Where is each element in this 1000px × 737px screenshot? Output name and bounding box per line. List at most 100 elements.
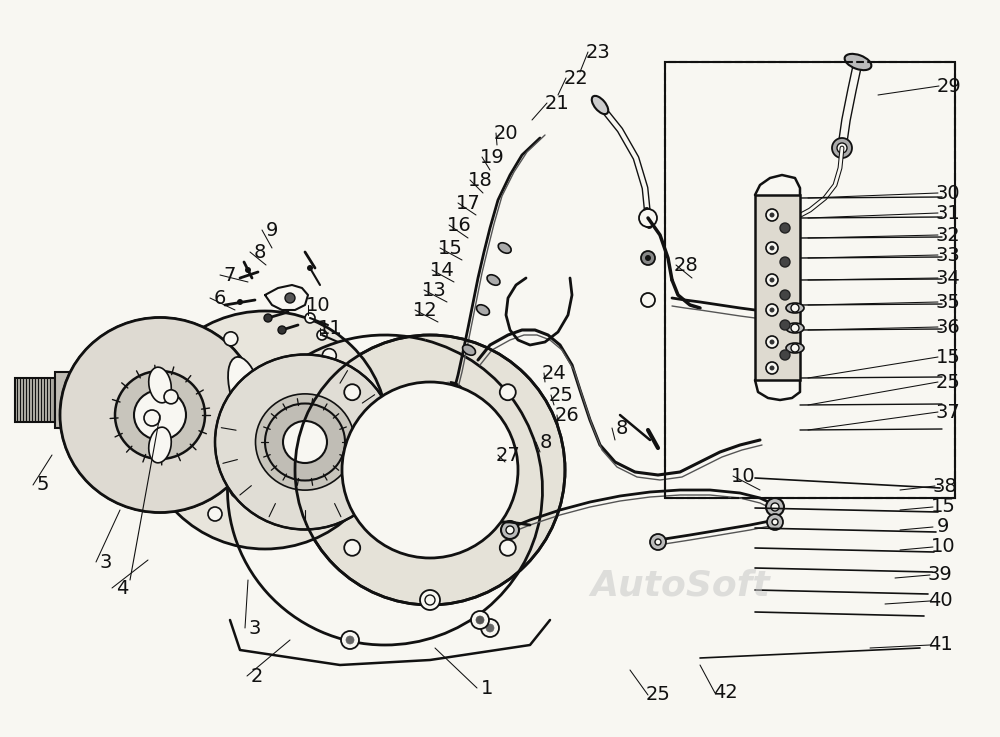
Text: 11: 11 (318, 318, 342, 338)
Circle shape (224, 332, 238, 346)
Text: 14: 14 (430, 260, 454, 279)
Circle shape (295, 335, 565, 605)
Circle shape (766, 362, 778, 374)
Text: 35: 35 (936, 293, 960, 312)
Circle shape (832, 138, 852, 158)
Circle shape (767, 514, 783, 530)
Polygon shape (15, 378, 55, 422)
Circle shape (770, 307, 774, 312)
Text: 20: 20 (494, 124, 518, 142)
Text: 8: 8 (616, 419, 628, 438)
Circle shape (655, 539, 661, 545)
Text: 27: 27 (496, 445, 520, 464)
Circle shape (208, 507, 222, 521)
Text: 30: 30 (936, 184, 960, 203)
Circle shape (292, 514, 306, 528)
Text: 4: 4 (116, 579, 128, 598)
Polygon shape (55, 372, 80, 428)
Text: 19: 19 (480, 147, 504, 167)
Text: 26: 26 (555, 405, 579, 425)
Text: 9: 9 (937, 517, 949, 537)
Text: 7: 7 (224, 265, 236, 284)
Circle shape (641, 251, 655, 265)
Text: 15: 15 (936, 348, 960, 366)
Circle shape (322, 349, 336, 363)
Circle shape (432, 449, 444, 461)
Text: 42: 42 (713, 683, 737, 702)
Ellipse shape (845, 54, 871, 70)
Circle shape (471, 611, 489, 629)
Circle shape (766, 304, 778, 316)
Circle shape (344, 384, 360, 400)
Ellipse shape (228, 432, 262, 498)
Text: 39: 39 (928, 565, 952, 584)
Circle shape (307, 265, 313, 271)
Ellipse shape (786, 323, 804, 333)
Text: 41: 41 (928, 635, 952, 654)
Text: AutoSoft: AutoSoft (590, 568, 770, 602)
Circle shape (342, 382, 518, 558)
Ellipse shape (60, 318, 260, 512)
Text: 29: 29 (937, 77, 961, 96)
Circle shape (264, 314, 272, 322)
Ellipse shape (786, 343, 804, 353)
Circle shape (645, 255, 651, 261)
Text: 3: 3 (249, 618, 261, 638)
Circle shape (780, 257, 790, 267)
Circle shape (770, 366, 774, 371)
Circle shape (476, 616, 484, 624)
Circle shape (780, 350, 790, 360)
Text: 10: 10 (931, 537, 955, 556)
Circle shape (780, 320, 790, 330)
Ellipse shape (115, 371, 205, 459)
Circle shape (837, 143, 847, 153)
Circle shape (650, 534, 666, 550)
Text: 34: 34 (936, 268, 960, 287)
Circle shape (501, 521, 519, 539)
Circle shape (352, 456, 366, 470)
Ellipse shape (487, 275, 500, 285)
Text: 8: 8 (540, 433, 552, 452)
Text: 24: 24 (542, 363, 566, 383)
Circle shape (486, 624, 494, 632)
Circle shape (506, 526, 514, 534)
Text: 16: 16 (447, 215, 471, 234)
Text: 37: 37 (936, 402, 960, 422)
Bar (665, 62, 955, 498)
Circle shape (164, 390, 178, 404)
Text: 15: 15 (931, 497, 955, 517)
Text: 8: 8 (254, 242, 266, 262)
Circle shape (780, 223, 790, 233)
Circle shape (766, 209, 778, 221)
Circle shape (780, 290, 790, 300)
Circle shape (766, 498, 784, 516)
Text: 10: 10 (306, 296, 330, 315)
Ellipse shape (256, 394, 354, 490)
Circle shape (278, 326, 286, 334)
Circle shape (771, 503, 779, 511)
Ellipse shape (228, 357, 262, 423)
Circle shape (305, 313, 315, 323)
Ellipse shape (149, 427, 171, 463)
Circle shape (639, 209, 657, 227)
Text: 40: 40 (928, 592, 952, 610)
Text: 10: 10 (731, 467, 755, 486)
Text: 33: 33 (936, 245, 960, 265)
Circle shape (641, 293, 655, 307)
Text: 25: 25 (936, 372, 960, 391)
Ellipse shape (105, 361, 215, 469)
Ellipse shape (60, 318, 260, 512)
Ellipse shape (786, 303, 804, 313)
Text: 25: 25 (549, 385, 573, 405)
Text: 9: 9 (266, 220, 278, 240)
Ellipse shape (149, 367, 171, 403)
Circle shape (791, 344, 799, 352)
Circle shape (766, 336, 778, 348)
Text: 6: 6 (214, 288, 226, 307)
Ellipse shape (283, 421, 327, 463)
Ellipse shape (143, 311, 388, 549)
Text: 17: 17 (456, 194, 480, 212)
Text: 2: 2 (251, 666, 263, 685)
Ellipse shape (215, 354, 395, 529)
Circle shape (420, 590, 440, 610)
